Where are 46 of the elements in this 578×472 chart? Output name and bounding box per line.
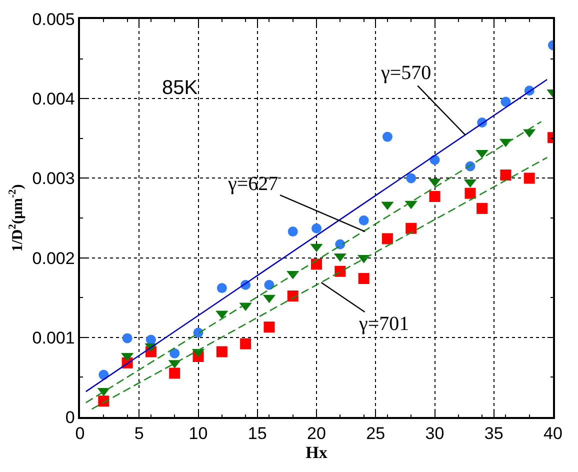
annotation: 85K bbox=[162, 77, 198, 99]
point bbox=[476, 202, 488, 214]
x-tick-label: 35 bbox=[484, 424, 504, 444]
point bbox=[288, 226, 298, 237]
point bbox=[98, 396, 110, 407]
point bbox=[287, 290, 298, 302]
point bbox=[406, 222, 417, 234]
point bbox=[500, 170, 512, 181]
point bbox=[122, 333, 132, 344]
annotation: γ=570 bbox=[380, 62, 432, 84]
point bbox=[169, 368, 180, 379]
point bbox=[264, 322, 275, 333]
x-tick-label: 10 bbox=[188, 424, 208, 444]
point bbox=[464, 188, 476, 199]
point bbox=[311, 258, 322, 270]
x-tick-label: 20 bbox=[307, 424, 326, 444]
annotation: γ=627 bbox=[227, 173, 278, 195]
y-tick-label: 0.002 bbox=[32, 248, 75, 268]
point bbox=[146, 334, 156, 345]
point bbox=[264, 280, 274, 290]
point bbox=[334, 266, 346, 277]
point bbox=[216, 283, 227, 294]
point bbox=[382, 132, 392, 142]
annotation: γ=701 bbox=[358, 313, 410, 335]
point bbox=[240, 338, 252, 350]
point bbox=[429, 191, 440, 202]
point bbox=[500, 96, 511, 107]
point bbox=[406, 173, 416, 184]
point bbox=[382, 233, 393, 244]
x-tick-label: 5 bbox=[134, 424, 144, 444]
point bbox=[358, 215, 369, 226]
x-tick-label: 25 bbox=[366, 424, 386, 444]
y-tick-label: 0.005 bbox=[32, 10, 75, 29]
point bbox=[170, 348, 180, 358]
point bbox=[358, 273, 370, 284]
x-axis-title: Hx bbox=[306, 443, 328, 462]
point bbox=[216, 346, 228, 358]
y-tick-label: 0.001 bbox=[32, 328, 75, 348]
x-tick-label: 15 bbox=[248, 424, 267, 444]
y-tick-label: 0.004 bbox=[32, 90, 75, 109]
point bbox=[524, 172, 535, 184]
y-tick-label: 0.003 bbox=[32, 169, 75, 188]
x-tick-label: 30 bbox=[425, 424, 444, 444]
x-tick-label: 40 bbox=[544, 424, 562, 444]
y-tick-label: 0 bbox=[65, 408, 75, 427]
point bbox=[312, 223, 322, 234]
